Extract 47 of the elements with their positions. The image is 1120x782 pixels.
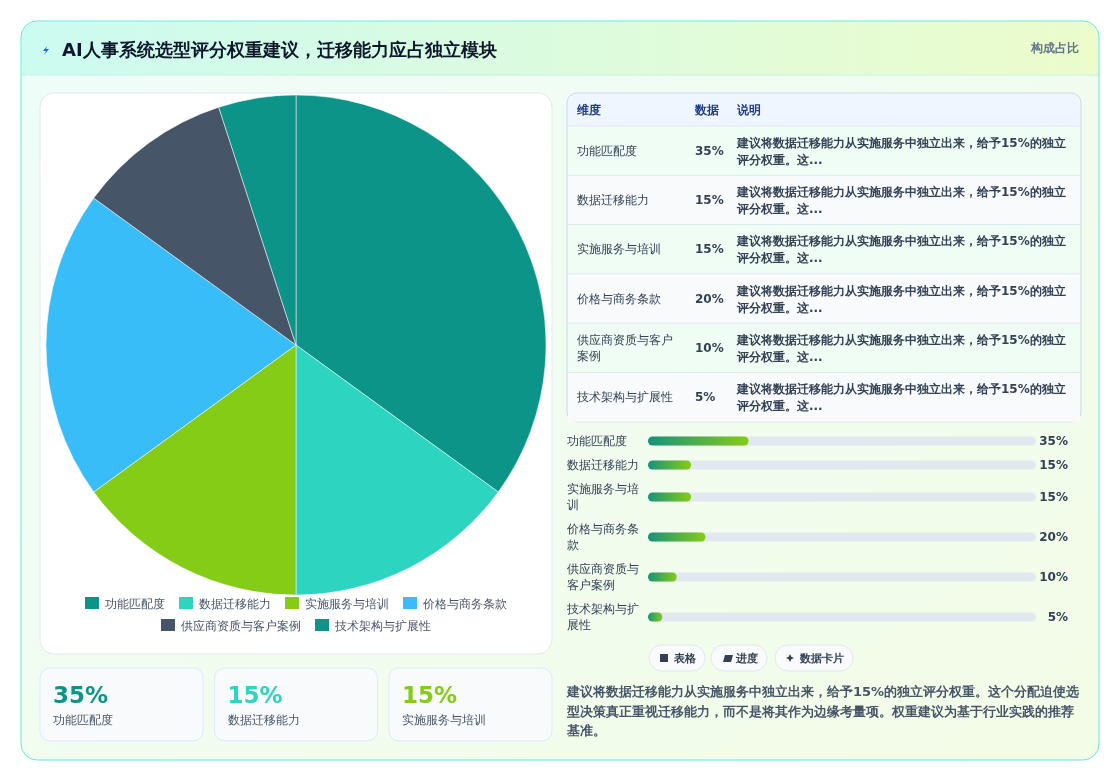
category-label: 功能匹配度 bbox=[53, 713, 113, 727]
text: 构成占比 bbox=[1030, 41, 1079, 55]
data-label: 20% bbox=[1039, 530, 1068, 544]
y-tick-label: 技术架构与扩展性 bbox=[566, 602, 639, 632]
text: 说明 bbox=[736, 103, 761, 117]
text: 35% bbox=[53, 682, 109, 708]
text: 建议将数据迁移能力从实施服务中独立出来，给予15%的独立评分权重。这... bbox=[736, 184, 1066, 216]
y-tick-label: 数据迁移能力 bbox=[567, 458, 639, 472]
legend-label: 价格与商务条款 bbox=[422, 596, 507, 611]
text: 数据卡片 bbox=[799, 652, 844, 665]
text: 20% bbox=[695, 291, 724, 306]
y-tick-label: 价格与商务条款 bbox=[566, 522, 639, 552]
text: 15% bbox=[402, 682, 458, 708]
text: 5% bbox=[695, 390, 716, 405]
text: 数据 bbox=[694, 103, 719, 117]
text: 进度 bbox=[735, 652, 758, 665]
text: 15% bbox=[227, 682, 283, 708]
text: 建议将数据迁移能力从实施服务中独立出来，给予15%的独立评分权重。这... bbox=[736, 332, 1066, 364]
legend-label: 实施服务与培训 bbox=[305, 596, 389, 611]
category-label: 数据迁移能力 bbox=[577, 192, 649, 207]
data-label: 10% bbox=[1039, 570, 1068, 584]
legend-label: 功能匹配度 bbox=[105, 596, 165, 611]
text: 表格 bbox=[673, 652, 697, 665]
category-label: 实施服务与培训 bbox=[402, 713, 486, 727]
data-label: 5% bbox=[1047, 610, 1068, 624]
data-label: 15% bbox=[1039, 490, 1068, 504]
data-label: 35% bbox=[1039, 434, 1068, 448]
text: 建议将数据迁移能力从实施服务中独立出来，给予15%的独立评分权重。这... bbox=[736, 234, 1066, 266]
text: 维度 bbox=[576, 103, 601, 117]
category-label: 实施服务与培训 bbox=[577, 242, 661, 257]
y-tick-label: 功能匹配度 bbox=[567, 434, 627, 448]
data-label: 15% bbox=[1039, 458, 1068, 472]
text: 建议将数据迁移能力从实施服务中独立出来，给予15%的独立评分权重。这... bbox=[736, 283, 1066, 315]
category-label: 数据迁移能力 bbox=[227, 713, 300, 727]
text: 15% bbox=[695, 192, 724, 207]
text: AI人事系统选型评分权重建议，迁移能力应占独立模块 bbox=[62, 39, 497, 60]
text: 35% bbox=[695, 143, 724, 158]
text: 建议将数据迁移能力从实施服务中独立出来，给予15%的独立评分权重。这... bbox=[736, 382, 1066, 414]
legend-label: 技术架构与扩展性 bbox=[334, 618, 431, 633]
text: 建议将数据迁移能力从实施服务中独立出来，给予15%的独立评分权重。这个分配迫使选型决策真正重视迁移能力，而不是将其作为边缘考量项。权重建议为基于行业实践的推荐基准。 bbox=[566, 684, 1080, 738]
text: 10% bbox=[695, 340, 724, 355]
legend-label: 数据迁移能力 bbox=[199, 596, 271, 611]
text: 建议将数据迁移能力从实施服务中独立出来，给予15%的独立评分权重。这... bbox=[736, 135, 1066, 167]
text: 15% bbox=[695, 242, 724, 257]
y-tick-label: 供应商资质与客户案例 bbox=[567, 562, 639, 592]
legend-label: 供应商资质与客户案例 bbox=[181, 618, 301, 633]
y-tick-label: 实施服务与培训 bbox=[567, 482, 639, 512]
